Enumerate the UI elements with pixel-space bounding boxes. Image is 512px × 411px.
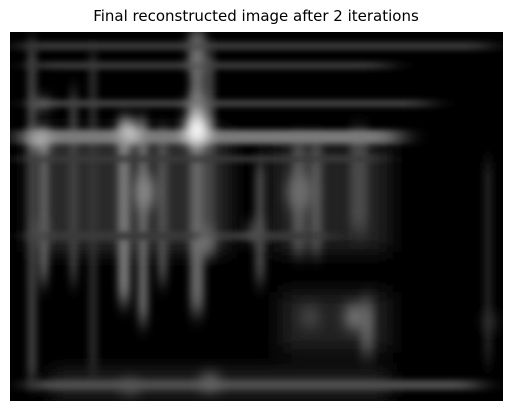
- reconstructed-image-canvas: [10, 32, 503, 401]
- horizontal-streaks: [20, 42, 490, 390]
- bright-spots: [31, 36, 495, 394]
- figure-title: Final reconstructed image after 2 iterat…: [93, 7, 419, 25]
- reconstructed-image: [10, 32, 503, 401]
